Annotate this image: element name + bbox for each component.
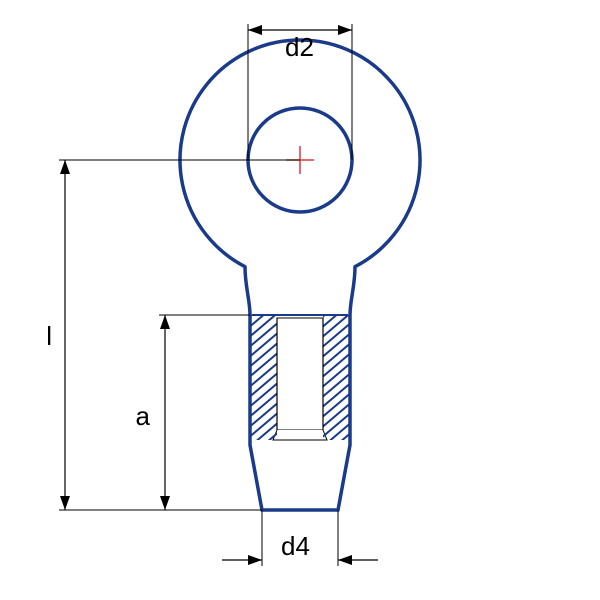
a-label: a (136, 401, 151, 431)
crimp-barrel-flare (273, 430, 327, 440)
crimp-barrel (277, 318, 323, 430)
d2-label: d2 (285, 32, 314, 62)
l-label: l (46, 321, 52, 351)
d4-label: d4 (281, 531, 310, 561)
